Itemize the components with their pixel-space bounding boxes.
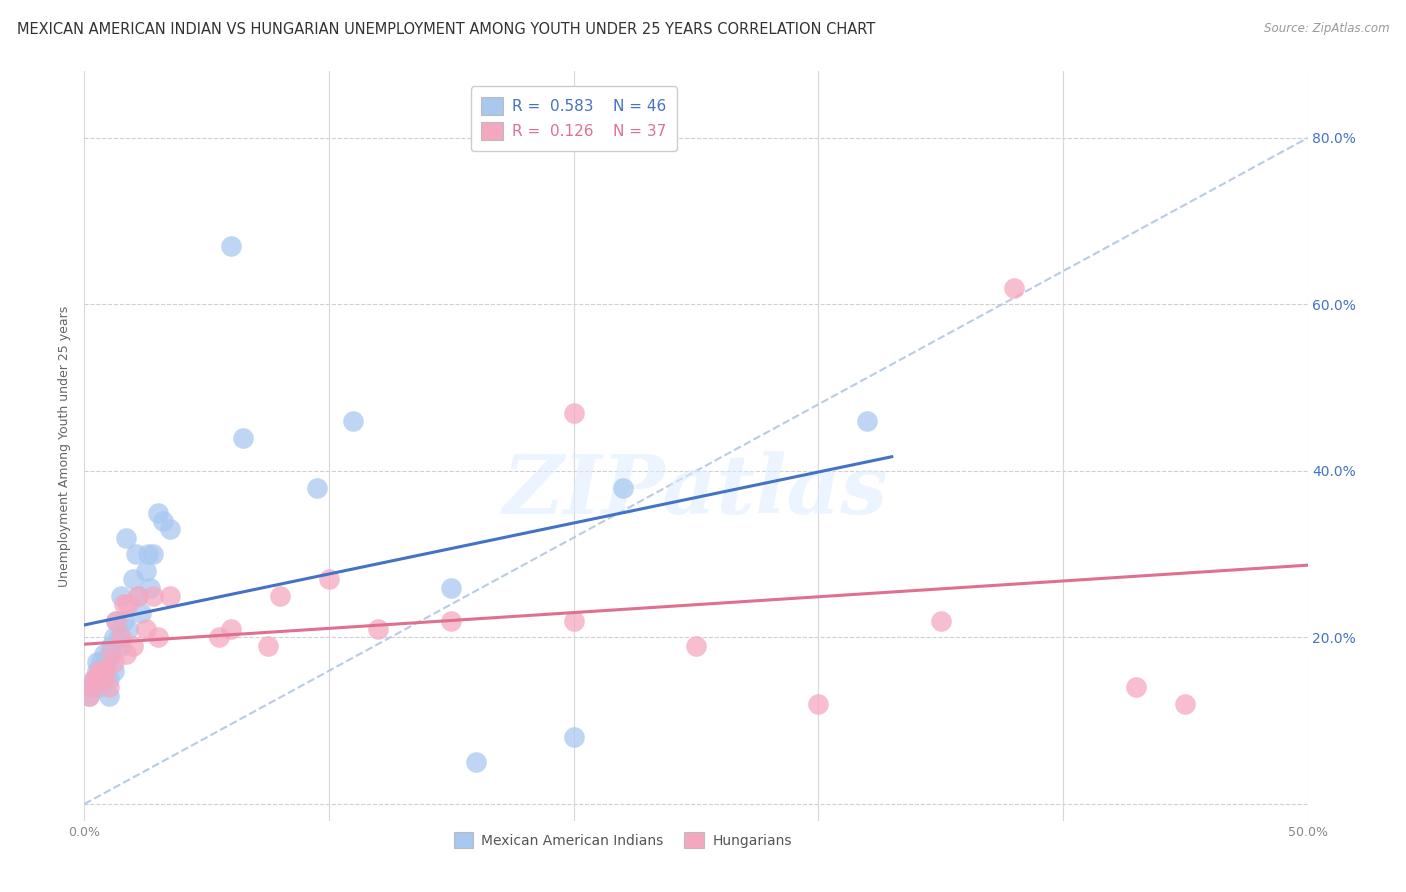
Point: [1174, 697, 1197, 711]
Point: [318, 572, 340, 586]
Point: [612, 481, 634, 495]
Point: [97, 672, 120, 686]
Point: [90, 664, 112, 678]
Point: [929, 614, 952, 628]
Point: [127, 589, 149, 603]
Point: [105, 614, 128, 628]
Point: [146, 506, 169, 520]
Point: [97, 689, 120, 703]
Point: [100, 647, 122, 661]
Point: [87, 664, 110, 678]
Point: [90, 672, 112, 686]
Y-axis label: Unemployment Among Youth under 25 years: Unemployment Among Youth under 25 years: [58, 305, 72, 587]
Legend: Mexican American Indians, Hungarians: Mexican American Indians, Hungarians: [447, 825, 799, 855]
Point: [440, 581, 463, 595]
Text: MEXICAN AMERICAN INDIAN VS HUNGARIAN UNEMPLOYMENT AMONG YOUTH UNDER 25 YEARS COR: MEXICAN AMERICAN INDIAN VS HUNGARIAN UNE…: [17, 22, 875, 37]
Point: [103, 631, 125, 645]
Point: [305, 481, 328, 495]
Point: [97, 647, 120, 661]
Point: [110, 589, 132, 603]
Point: [129, 606, 152, 620]
Text: Source: ZipAtlas.com: Source: ZipAtlas.com: [1264, 22, 1389, 36]
Point: [342, 414, 364, 428]
Point: [807, 697, 830, 711]
Point: [86, 672, 108, 686]
Point: [100, 647, 122, 661]
Point: [562, 614, 585, 628]
Point: [208, 631, 231, 645]
Point: [93, 664, 115, 678]
Point: [219, 622, 242, 636]
Point: [135, 564, 157, 578]
Point: [440, 614, 463, 628]
Point: [115, 647, 138, 661]
Point: [96, 664, 118, 678]
Point: [152, 514, 174, 528]
Point: [125, 547, 148, 561]
Point: [93, 672, 115, 686]
Point: [87, 681, 110, 695]
Point: [269, 589, 291, 603]
Point: [80, 681, 103, 695]
Point: [1125, 681, 1147, 695]
Point: [146, 631, 169, 645]
Point: [685, 639, 707, 653]
Point: [117, 622, 139, 636]
Point: [103, 664, 125, 678]
Point: [77, 689, 100, 703]
Point: [219, 239, 242, 253]
Point: [86, 664, 108, 678]
Point: [135, 622, 157, 636]
Point: [159, 522, 181, 536]
Point: [103, 656, 125, 670]
Point: [96, 656, 118, 670]
Point: [464, 756, 486, 770]
Point: [87, 664, 110, 678]
Point: [136, 547, 159, 561]
Point: [77, 689, 100, 703]
Point: [110, 639, 132, 653]
Point: [232, 431, 254, 445]
Point: [142, 589, 165, 603]
Point: [127, 589, 149, 603]
Point: [115, 531, 138, 545]
Point: [93, 647, 115, 661]
Point: [1002, 281, 1025, 295]
Point: [80, 681, 103, 695]
Point: [86, 656, 108, 670]
Point: [122, 639, 145, 653]
Point: [112, 597, 135, 611]
Point: [83, 672, 105, 686]
Point: [257, 639, 280, 653]
Point: [159, 589, 181, 603]
Point: [117, 597, 139, 611]
Point: [83, 672, 105, 686]
Point: [856, 414, 879, 428]
Point: [562, 731, 585, 745]
Point: [110, 631, 132, 645]
Point: [122, 572, 145, 586]
Point: [142, 547, 165, 561]
Point: [100, 639, 122, 653]
Point: [112, 614, 135, 628]
Point: [107, 631, 129, 645]
Point: [97, 681, 120, 695]
Point: [367, 622, 389, 636]
Point: [90, 656, 112, 670]
Point: [562, 406, 585, 420]
Point: [105, 614, 128, 628]
Point: [139, 581, 162, 595]
Text: ZIPatlas: ZIPatlas: [503, 451, 889, 531]
